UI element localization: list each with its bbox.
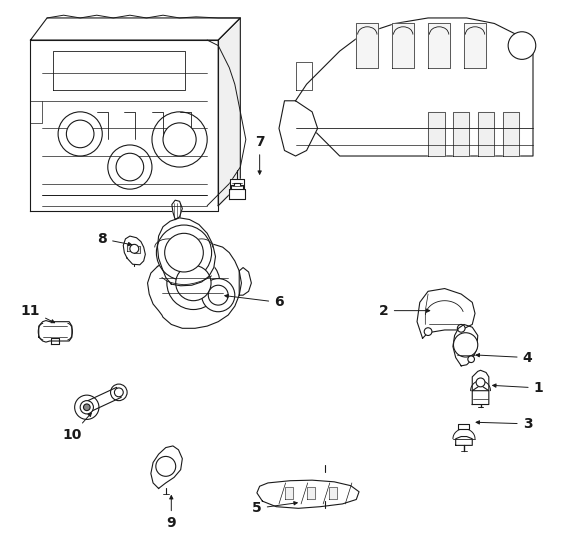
Circle shape — [116, 153, 144, 181]
Circle shape — [108, 145, 152, 189]
Polygon shape — [417, 289, 475, 338]
Polygon shape — [230, 179, 244, 189]
Text: 10: 10 — [62, 413, 92, 442]
Circle shape — [80, 401, 93, 414]
Text: 3: 3 — [476, 417, 532, 431]
Text: 9: 9 — [167, 496, 176, 530]
Polygon shape — [456, 437, 472, 445]
Text: 11: 11 — [20, 304, 55, 322]
Polygon shape — [502, 112, 519, 156]
Polygon shape — [257, 480, 359, 508]
Circle shape — [424, 328, 432, 335]
Circle shape — [114, 388, 123, 397]
Polygon shape — [31, 40, 218, 211]
Text: 2: 2 — [379, 304, 430, 317]
Text: 6: 6 — [225, 294, 284, 309]
Circle shape — [208, 285, 228, 305]
Circle shape — [130, 244, 139, 253]
Circle shape — [453, 332, 478, 357]
Polygon shape — [51, 338, 59, 344]
Polygon shape — [31, 18, 240, 40]
Polygon shape — [453, 325, 478, 366]
Polygon shape — [134, 246, 140, 253]
Text: 8: 8 — [97, 232, 131, 246]
Circle shape — [167, 256, 220, 310]
Polygon shape — [472, 385, 489, 405]
Circle shape — [508, 32, 536, 59]
Polygon shape — [428, 23, 450, 68]
Polygon shape — [356, 23, 378, 68]
Circle shape — [67, 120, 94, 148]
Text: 4: 4 — [476, 351, 533, 365]
Polygon shape — [453, 112, 469, 156]
Polygon shape — [84, 387, 121, 412]
Polygon shape — [459, 424, 469, 429]
Polygon shape — [307, 487, 315, 500]
Polygon shape — [172, 200, 182, 220]
Polygon shape — [158, 218, 216, 286]
Polygon shape — [239, 268, 251, 295]
Polygon shape — [295, 18, 533, 156]
Circle shape — [201, 279, 235, 312]
Polygon shape — [123, 236, 145, 265]
Polygon shape — [428, 112, 444, 156]
Polygon shape — [453, 429, 475, 439]
Text: 7: 7 — [255, 135, 265, 174]
Text: 1: 1 — [493, 381, 543, 395]
Polygon shape — [472, 370, 489, 391]
Polygon shape — [284, 487, 293, 500]
Circle shape — [476, 378, 485, 387]
Circle shape — [164, 233, 203, 272]
Polygon shape — [464, 23, 486, 68]
Circle shape — [75, 395, 99, 420]
Polygon shape — [392, 23, 414, 68]
Polygon shape — [39, 321, 72, 342]
Polygon shape — [279, 101, 318, 156]
Circle shape — [156, 456, 176, 476]
Circle shape — [176, 265, 211, 301]
Polygon shape — [151, 446, 182, 488]
Polygon shape — [329, 487, 337, 500]
Circle shape — [58, 112, 102, 156]
Polygon shape — [229, 183, 245, 199]
Circle shape — [457, 325, 465, 332]
Circle shape — [156, 225, 212, 280]
Text: 5: 5 — [252, 501, 297, 516]
Circle shape — [163, 123, 196, 156]
Circle shape — [110, 384, 127, 401]
Polygon shape — [127, 244, 133, 251]
Polygon shape — [478, 112, 494, 156]
Polygon shape — [218, 18, 240, 206]
Polygon shape — [147, 244, 241, 329]
Circle shape — [152, 112, 207, 167]
Circle shape — [84, 404, 90, 411]
Circle shape — [468, 356, 475, 362]
